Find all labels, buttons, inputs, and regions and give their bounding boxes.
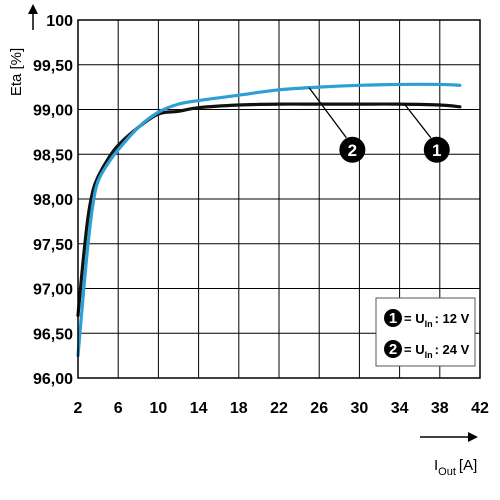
y-axis-title-group: Eta [%] xyxy=(8,4,38,96)
y-tick-label: 96,50 xyxy=(33,326,73,343)
y-axis-arrow-icon xyxy=(28,4,38,14)
x-axis-label: IOut [A] xyxy=(434,457,477,478)
legend-marker-1 xyxy=(384,309,402,327)
y-tick-label: 99,50 xyxy=(33,58,73,75)
legend-marker-1-text: 1 xyxy=(389,310,397,327)
legend-text-1: = UIn: 12 V xyxy=(404,311,470,329)
series-line-2 xyxy=(76,82,462,358)
x-tick-label: 22 xyxy=(270,400,288,417)
x-tick-label: 2 xyxy=(74,400,83,417)
y-axis-label: Eta [%] xyxy=(8,48,25,96)
callout-marker-label: 2 xyxy=(348,141,357,160)
y-tick-label: 98,50 xyxy=(33,147,73,164)
x-tick-label: 18 xyxy=(230,400,248,417)
x-tick-label: 42 xyxy=(471,400,489,417)
callout-marker-label: 1 xyxy=(432,141,441,160)
y-tick-label: 97,00 xyxy=(33,282,73,299)
x-tick-label: 26 xyxy=(310,400,328,417)
y-tick-label: 98,00 xyxy=(33,192,73,209)
x-axis-arrow-icon xyxy=(468,432,478,442)
legend-marker-2 xyxy=(384,340,402,358)
x-tick-label: 14 xyxy=(190,400,208,417)
legend-item: 2 = UIn: 24 V xyxy=(384,340,470,360)
callout-marker xyxy=(423,136,450,163)
callout-marker xyxy=(339,136,366,163)
x-tick-label: 6 xyxy=(114,400,123,417)
callout-leader-line xyxy=(308,87,347,139)
callout-leader-line xyxy=(404,103,432,139)
legend: 1 = UIn: 12 V 2 = UIn: 24 V xyxy=(375,297,476,367)
x-tick-label: 38 xyxy=(431,400,449,417)
legend-text-2: = UIn: 24 V xyxy=(404,342,470,360)
y-tick-labels: 96,00 96,50 97,00 97,50 98,00 98,50 99,00 99,50… xyxy=(33,13,73,388)
plot-frame xyxy=(77,19,481,379)
y-tick-label: 99,00 xyxy=(33,103,73,120)
x-tick-label: 30 xyxy=(351,400,369,417)
y-tick-label: 96,00 xyxy=(33,371,73,388)
y-tick-label: 100 xyxy=(46,13,73,30)
y-tick-label: 97,50 xyxy=(33,237,73,254)
x-tick-labels: 2 6 10 14 18 22 26 30 34 38 42 xyxy=(74,400,489,417)
x-tick-label: 34 xyxy=(391,400,409,417)
series-layer xyxy=(76,82,462,358)
legend-marker-2-text: 2 xyxy=(389,341,397,358)
x-tick-label: 10 xyxy=(150,400,168,417)
series-line-1 xyxy=(76,102,462,317)
legend-item: 1 = UIn: 12 V xyxy=(384,309,470,329)
x-axis-title-group: IOut [A] xyxy=(420,432,478,478)
